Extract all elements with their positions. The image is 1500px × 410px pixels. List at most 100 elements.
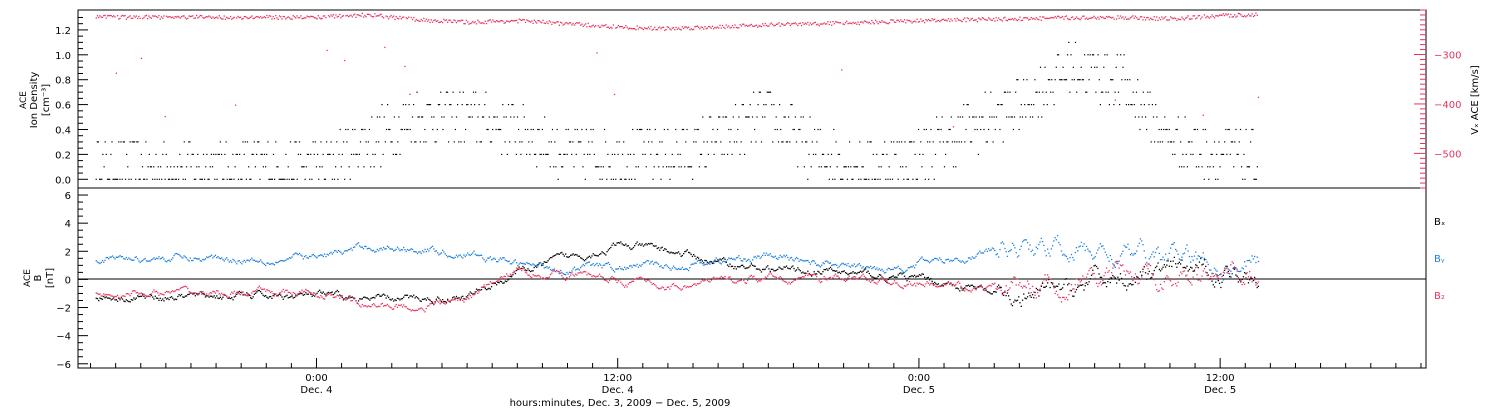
density-point xyxy=(1029,116,1031,118)
field-point-bx xyxy=(414,297,416,299)
field-point-by xyxy=(971,256,973,258)
field-point-bx xyxy=(956,287,958,289)
density-point xyxy=(153,166,155,168)
field-point-bx xyxy=(790,266,793,268)
field-point-bz xyxy=(1228,269,1231,271)
vx-point xyxy=(698,26,700,28)
density-point xyxy=(400,128,402,131)
field-point-by xyxy=(508,260,510,262)
vx-point xyxy=(1241,15,1243,17)
density-point xyxy=(1206,141,1208,143)
field-point-bz xyxy=(1142,271,1144,273)
vx-point xyxy=(576,21,578,24)
field-point-by xyxy=(496,261,498,263)
vx-point xyxy=(1118,17,1120,19)
field-point-by xyxy=(887,267,889,269)
field-point-by xyxy=(321,254,323,256)
field-point-by xyxy=(807,259,809,262)
field-point-by xyxy=(532,263,534,265)
field-point-by xyxy=(534,265,537,267)
field-point-bz xyxy=(201,293,203,295)
vx-point xyxy=(496,20,498,22)
density-point xyxy=(547,153,549,155)
field-point-bz xyxy=(507,275,509,277)
field-point-by xyxy=(169,260,171,262)
field-point-bz xyxy=(981,286,983,289)
field-point-by xyxy=(303,256,306,258)
field-point-bx xyxy=(144,297,146,299)
field-point-by xyxy=(150,259,153,261)
field-point-by xyxy=(1188,255,1191,258)
field-point-by xyxy=(750,262,752,264)
field-point-bx xyxy=(253,293,255,295)
density-point xyxy=(217,153,219,155)
field-point-by xyxy=(148,260,150,262)
vx-point xyxy=(531,20,533,22)
field-point-by xyxy=(1136,250,1138,252)
vx-point xyxy=(1206,15,1208,17)
density-point xyxy=(945,153,947,155)
vx-point xyxy=(918,21,921,23)
field-point-bz xyxy=(641,277,643,279)
field-point-by xyxy=(1062,254,1064,256)
field-point-by xyxy=(634,264,636,267)
field-point-bx xyxy=(1049,286,1051,289)
field-point-bx xyxy=(955,287,957,289)
field-point-bx xyxy=(734,266,736,268)
field-point-by xyxy=(1026,242,1029,244)
density-point xyxy=(484,104,486,106)
density-point xyxy=(781,141,783,143)
vx-point xyxy=(635,29,637,31)
field-point-bx xyxy=(204,296,207,298)
vx-point xyxy=(595,25,597,27)
vx-point xyxy=(1151,18,1153,20)
vx-point xyxy=(714,26,716,29)
density-point xyxy=(1082,79,1084,81)
field-point-bz xyxy=(142,294,144,297)
field-point-by xyxy=(322,255,324,258)
field-point-bz xyxy=(891,283,893,285)
field-point-bz xyxy=(457,299,459,301)
field-point-bz xyxy=(494,281,496,284)
field-point-bx xyxy=(509,275,512,278)
field-point-bx xyxy=(138,296,140,298)
field-point-bx xyxy=(502,282,504,284)
field-point-bx xyxy=(258,289,260,292)
density-point xyxy=(1077,79,1079,81)
vx-y-tick-label: −300 xyxy=(1434,51,1461,62)
x-tick-time-label: 12:00 xyxy=(603,373,632,384)
density-point xyxy=(201,178,203,180)
field-point-by xyxy=(629,265,631,267)
field-point-bz xyxy=(578,272,581,274)
field-point-bx xyxy=(721,258,724,260)
field-point-bx xyxy=(1121,277,1123,280)
vx-point xyxy=(455,22,458,24)
density-point xyxy=(846,178,848,180)
field-point-bz xyxy=(735,282,737,284)
vx-point xyxy=(366,13,368,15)
vx-point xyxy=(680,29,682,31)
field-point-bx xyxy=(1024,297,1026,299)
field-point-bx xyxy=(489,288,491,290)
field-point-bz xyxy=(526,272,528,274)
field-point-bz xyxy=(1185,275,1187,277)
field-point-bx xyxy=(395,299,397,302)
field-point-bx xyxy=(1147,273,1149,275)
field-point-bx xyxy=(331,291,333,293)
vx-point xyxy=(971,17,973,20)
field-point-bx xyxy=(725,261,727,264)
vx-point xyxy=(629,27,631,29)
density-point xyxy=(1119,104,1121,106)
field-point-bz xyxy=(1087,273,1089,275)
density-point xyxy=(1064,79,1066,81)
field-point-by xyxy=(445,254,448,257)
vx-point xyxy=(725,24,727,26)
density-point xyxy=(537,128,539,131)
field-point-bz xyxy=(183,286,185,288)
vx-point xyxy=(785,23,788,25)
field-point-bz xyxy=(260,287,262,289)
field-point-bx xyxy=(1019,302,1021,304)
density-point xyxy=(1007,91,1009,93)
vx-point xyxy=(95,17,97,19)
density-point xyxy=(1238,141,1240,143)
